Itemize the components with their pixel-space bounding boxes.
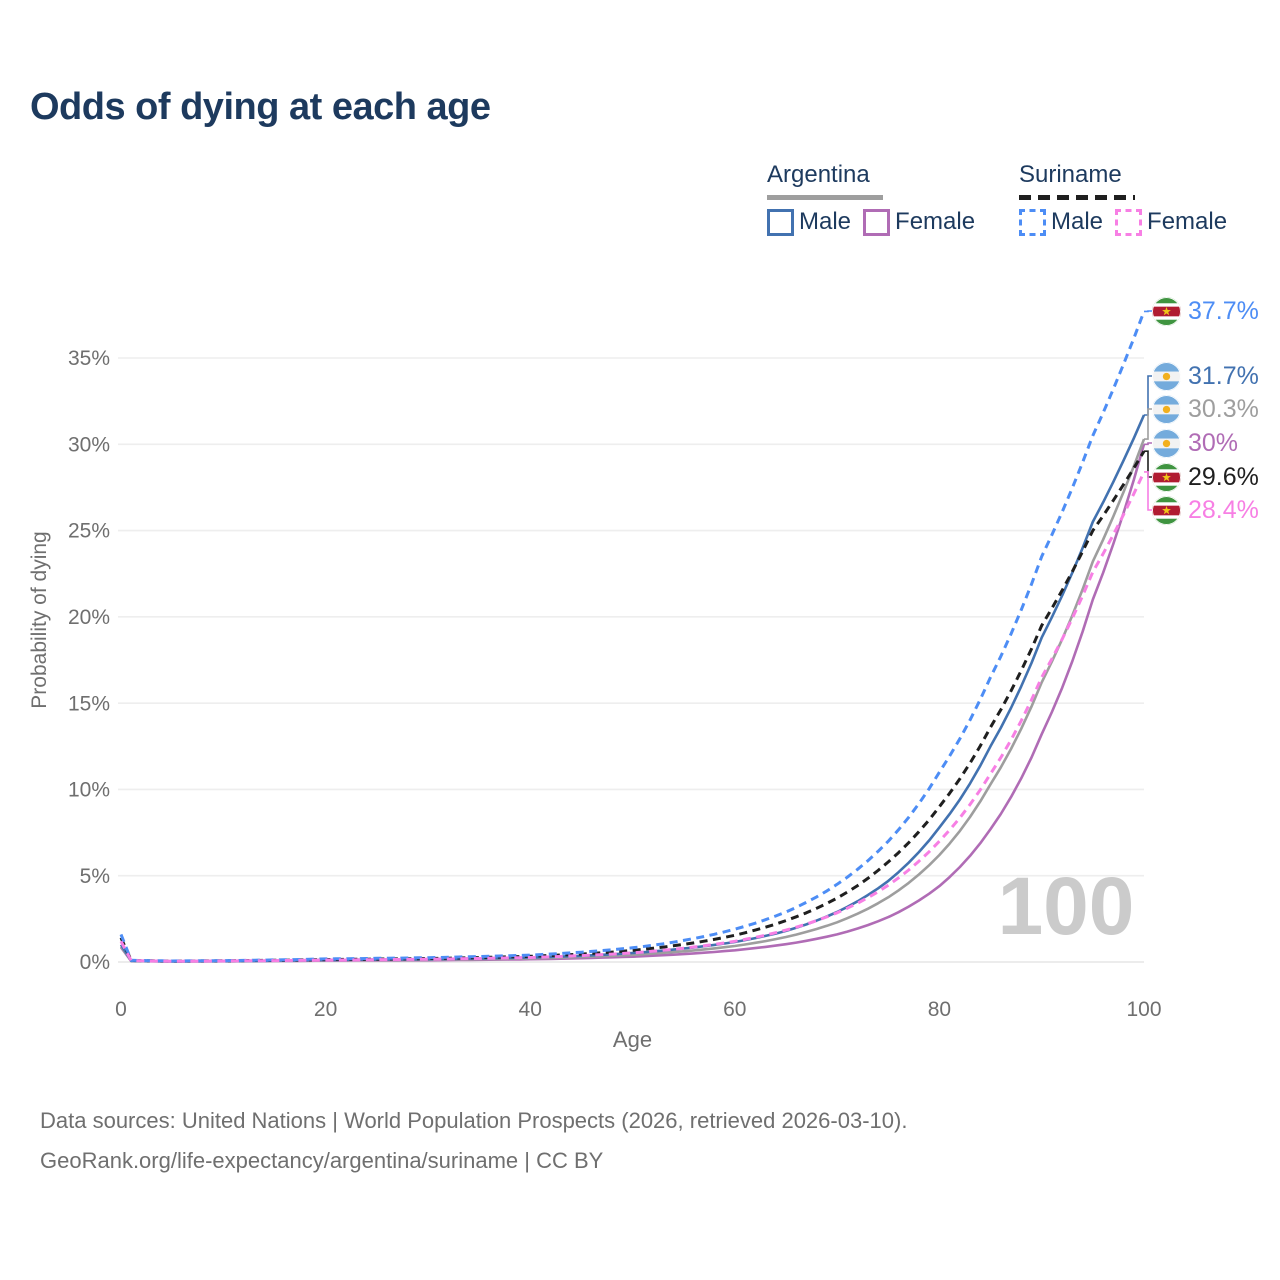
y-tick-label: 35%: [68, 347, 110, 370]
y-tick-label: 15%: [68, 692, 110, 715]
y-tick-label: 30%: [68, 433, 110, 456]
y-tick-label: 20%: [68, 606, 110, 629]
y-tick-label: 5%: [80, 865, 110, 888]
argentina-male-swatch-icon: [767, 208, 794, 236]
legend-group-suriname: Suriname Male Female: [1019, 161, 1227, 236]
flag-icon-argentina: [1152, 428, 1181, 458]
legend-item-label: Female: [1147, 208, 1228, 235]
series-line-suriname-female: [119, 471, 1146, 963]
flag-icon-argentina: [1152, 394, 1181, 424]
leader-line: [1144, 450, 1152, 478]
end-label-value: 29.6%: [1188, 462, 1259, 491]
y-tick-label: 0%: [80, 951, 110, 974]
legend-item-argentina-male[interactable]: Male: [767, 208, 851, 236]
legend-group-argentina: Argentina Male Female: [767, 161, 975, 236]
flag-icon-suriname: [1152, 495, 1181, 525]
flag-icon-argentina: [1152, 361, 1181, 391]
end-label-value: 30%: [1188, 428, 1239, 457]
data-sources-note: Data sources: United Nations | World Pop…: [40, 1108, 908, 1133]
series-line-suriname-total: [119, 450, 1146, 963]
leader-line: [1144, 408, 1152, 440]
end-label-argentina-male: 31.7%: [1152, 361, 1259, 391]
end-label-suriname-male: 37.7%: [1152, 296, 1259, 326]
end-label-value: 30.3%: [1188, 394, 1259, 423]
leader-line: [1144, 471, 1152, 511]
legend-country-suriname: Suriname: [1019, 161, 1122, 188]
x-tick-label: 60: [723, 998, 746, 1021]
series-line-suriname-male: [119, 310, 1146, 963]
legend-item-label: Male: [1051, 208, 1104, 235]
y-tick-label: 25%: [68, 520, 110, 543]
suriname-female-swatch-icon: [1115, 208, 1143, 236]
end-label-argentina-total: 30.3%: [1152, 394, 1259, 424]
leader-line: [1144, 442, 1152, 446]
end-label-value: 28.4%: [1188, 495, 1259, 524]
end-label-suriname-female: 28.4%: [1152, 495, 1259, 525]
legend-line-sample-argentina: [767, 195, 883, 200]
legend-line-sample-suriname: [1019, 195, 1135, 200]
x-tick-label: 100: [1126, 998, 1161, 1021]
legend-item-argentina-female[interactable]: Female: [863, 208, 975, 236]
hovered-age-watermark: 100: [997, 861, 1135, 952]
y-axis-title: Probability of dying: [28, 531, 51, 708]
y-tick-label: 10%: [68, 779, 110, 802]
legend-item-label: Male: [799, 208, 852, 235]
x-tick-label: 20: [314, 998, 337, 1021]
x-tick-label: 0: [115, 998, 127, 1021]
series-line-argentina-male: [119, 414, 1146, 963]
end-label-value: 37.7%: [1188, 296, 1259, 325]
legend-item-label: Female: [895, 208, 976, 235]
suriname-male-swatch-icon: [1019, 208, 1046, 236]
end-label-value: 31.7%: [1188, 361, 1259, 390]
legend-country-argentina: Argentina: [767, 161, 870, 188]
flag-icon-suriname: [1152, 296, 1181, 326]
series-line-argentina-female: [119, 443, 1146, 963]
argentina-female-swatch-icon: [863, 208, 891, 236]
page-title: Odds of dying at each age: [30, 86, 491, 128]
x-tick-label: 80: [928, 998, 951, 1021]
flag-icon-suriname: [1152, 462, 1181, 492]
series-line-argentina-total: [119, 438, 1146, 963]
legend-item-suriname-female[interactable]: Female: [1115, 208, 1227, 236]
x-axis-title: Age: [613, 1027, 652, 1052]
end-label-suriname-total: 29.6%: [1152, 462, 1259, 492]
legend-item-suriname-male[interactable]: Male: [1019, 208, 1103, 236]
end-label-argentina-female: 30%: [1152, 428, 1238, 458]
leader-line: [1144, 375, 1152, 416]
attribution-note: GeoRank.org/life-expectancy/argentina/su…: [40, 1148, 604, 1173]
x-tick-label: 40: [519, 998, 542, 1021]
